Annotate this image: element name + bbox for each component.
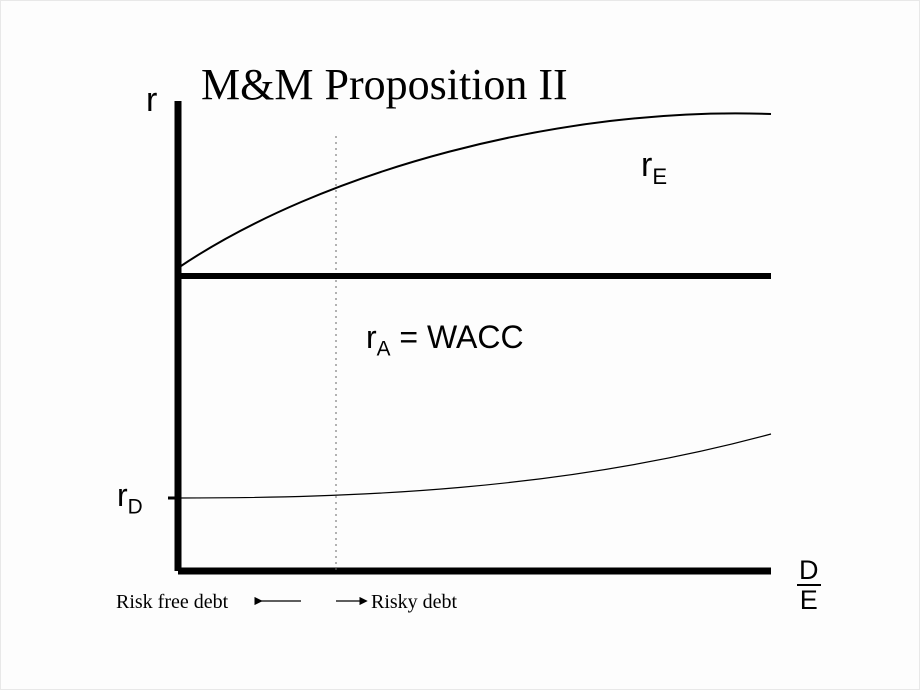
rd-curve (178, 434, 771, 498)
re-curve (178, 113, 771, 268)
ra-wacc-label: rA = WACC (366, 319, 524, 361)
rd-label: rD (117, 477, 143, 519)
risk-free-debt-label: Risk free debt (116, 591, 228, 614)
chart-title: M&M Proposition II (201, 59, 568, 110)
x-axis-label: D E (797, 556, 821, 616)
y-axis-label: r (146, 81, 157, 120)
risky-debt-label: Risky debt (371, 591, 457, 614)
re-label: rE (641, 146, 667, 190)
x-axis-label-num: D (797, 556, 821, 586)
x-axis-label-den: E (797, 586, 821, 614)
diagram-container: M&M Proposition II r D E rE rA = WACC rD… (0, 0, 920, 690)
